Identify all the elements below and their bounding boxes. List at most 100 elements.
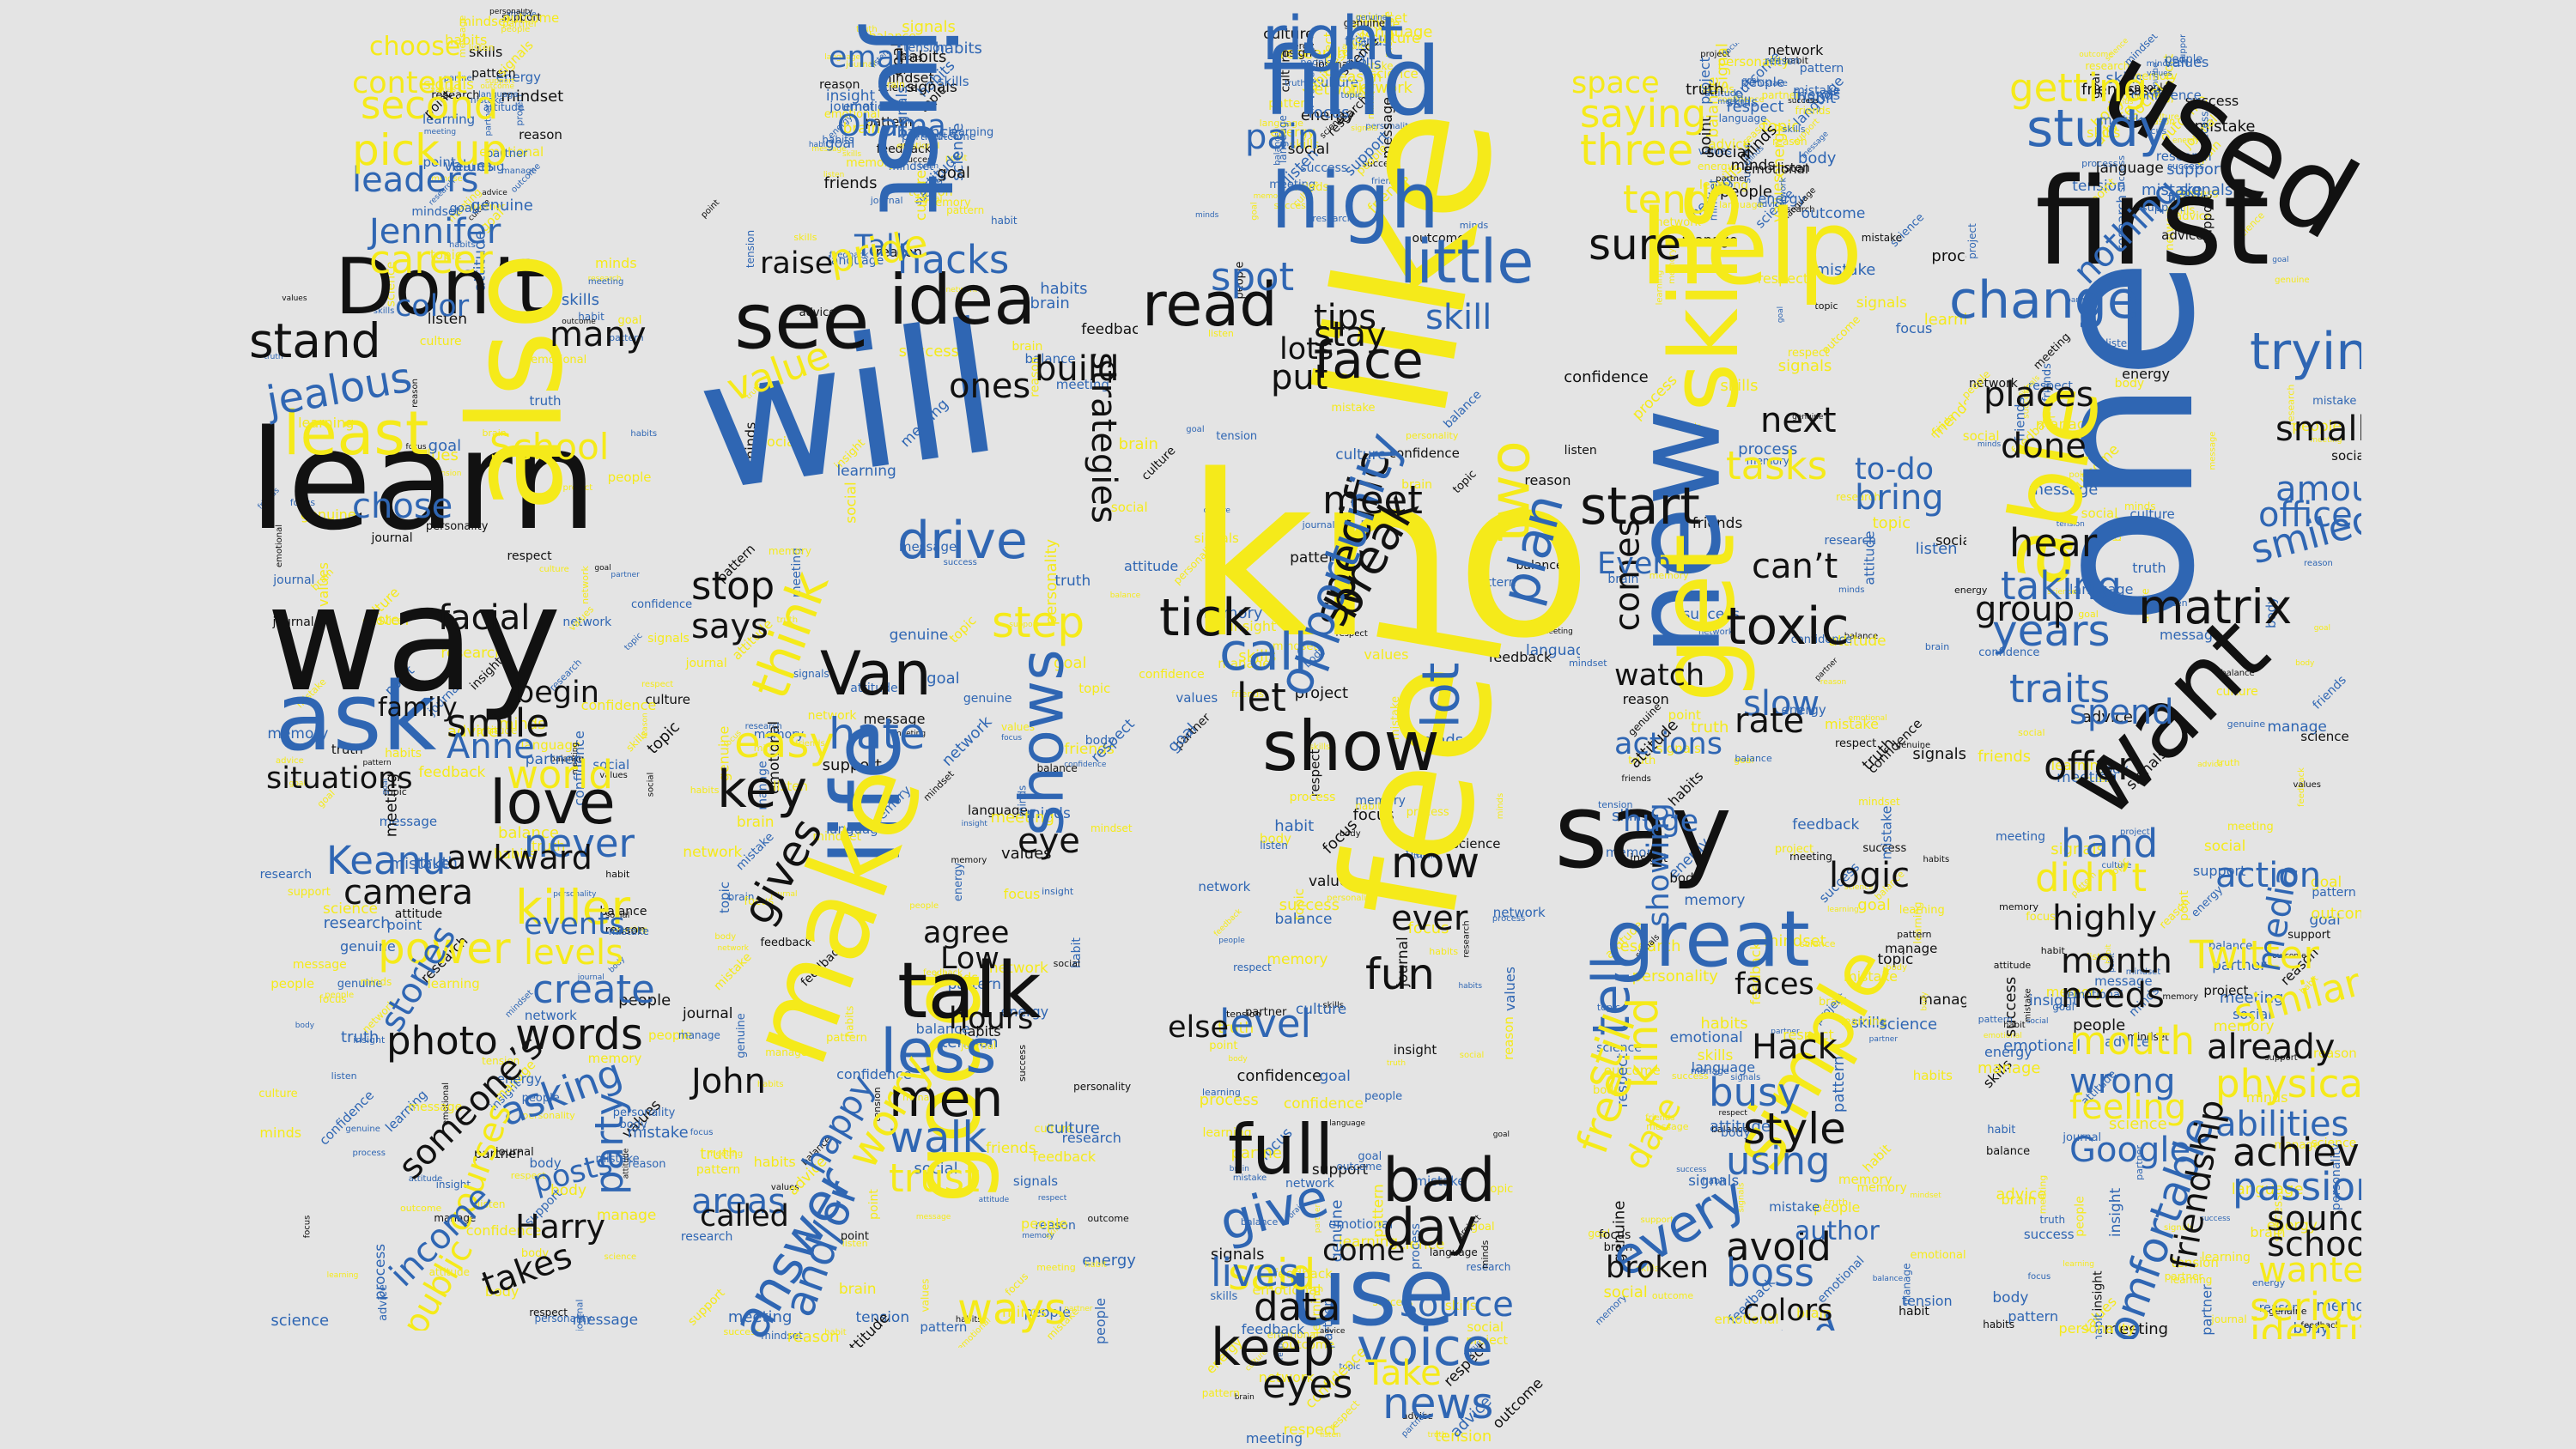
cloud-word: tips — [1314, 298, 1377, 337]
cloud-word: eye — [1018, 822, 1080, 861]
filler-word: meeting — [1789, 851, 1832, 864]
filler-word: pattern — [947, 975, 1002, 993]
cloud-word: situations — [266, 761, 413, 796]
filler-word: point — [386, 916, 422, 933]
filler-word: point — [422, 154, 456, 170]
filler-word: message — [2028, 481, 2099, 500]
filler-word: values — [1308, 873, 1357, 891]
filler-word: emotional — [896, 141, 940, 151]
filler-word: brain — [1030, 294, 1070, 312]
filler-word: goal — [594, 563, 611, 573]
filler-word: success — [723, 1325, 761, 1337]
filler-word: people — [325, 991, 355, 1001]
filler-word: journal — [1302, 518, 1335, 530]
filler-word: habit — [1274, 817, 1315, 836]
filler-word: skills — [841, 149, 862, 159]
filler-word: outcome — [1087, 1213, 1129, 1225]
filler-word: science — [270, 1312, 330, 1330]
filler-word: insight — [435, 1178, 471, 1191]
filler-word: journal — [770, 889, 798, 899]
filler-word: reason — [1820, 677, 1847, 687]
filler-word: energy — [1781, 702, 1826, 718]
filler-word: habits — [1040, 279, 1088, 298]
filler-word: attitude — [477, 724, 518, 737]
filler-word: science — [2300, 729, 2349, 745]
filler-word: brain — [1818, 995, 1848, 1009]
filler-word: skills — [937, 73, 969, 89]
filler-word: genuine — [1356, 14, 1388, 23]
filler-word: focus — [405, 442, 427, 452]
filler-word: habits — [1429, 946, 1459, 958]
filler-word: confidence — [1978, 646, 2040, 660]
filler-word: focus — [289, 496, 316, 508]
filler-word: feedback — [418, 763, 486, 781]
filler-word: people — [1719, 183, 1772, 202]
filler-word: body — [1228, 1054, 1248, 1064]
filler-word: science — [2108, 1115, 2167, 1134]
filler-word: memory — [1649, 569, 1689, 581]
filler-word: point — [840, 1230, 870, 1244]
filler-word: habit — [1355, 799, 1382, 812]
filler-word: balance — [1872, 1274, 1904, 1283]
filler-word: social — [2026, 1017, 2049, 1027]
filler-word: social — [1110, 499, 1148, 515]
filler-word: science — [2311, 1136, 2357, 1150]
filler-word: outcome — [400, 1202, 442, 1214]
filler-word: skills — [469, 43, 503, 60]
filler-word: people — [1024, 1303, 1071, 1320]
cloud-word: Anne — [447, 727, 535, 767]
filler-word: habits — [1700, 1014, 1748, 1033]
filler-word: energy — [496, 1071, 543, 1088]
filler-word: emotional — [1669, 1028, 1743, 1046]
filler-word: signals — [1012, 1173, 1059, 1189]
filler-word: meeting — [2227, 821, 2274, 834]
cloud-word: stay — [1314, 315, 1387, 355]
cloud-word: trust — [889, 1155, 980, 1201]
filler-word: advice — [1996, 1185, 2047, 1204]
filler-word: values — [430, 85, 456, 94]
filler-word: friends — [823, 174, 878, 193]
cloud-word: highly — [2052, 899, 2157, 938]
filler-word: journal — [2063, 1131, 2102, 1145]
cloud-word: saying — [1580, 91, 1707, 136]
cloud-word: find — [1262, 27, 1442, 136]
filler-word: friends — [1795, 104, 1831, 117]
filler-word: respect — [2027, 379, 2073, 393]
filler-word: goal — [1776, 306, 1785, 323]
filler-word: focus — [1308, 104, 1350, 123]
cloud-word: skill — [1425, 298, 1492, 337]
filler-word: values — [282, 294, 307, 304]
filler-word: outcome — [502, 9, 560, 26]
filler-word: respect — [641, 679, 674, 689]
filler-word: habit — [824, 1328, 847, 1338]
filler-word: success — [2200, 1215, 2231, 1223]
filler-word: pattern — [1978, 1013, 2014, 1025]
filler-word: focus — [1407, 919, 1449, 938]
filler-word: memory — [2045, 984, 2104, 1001]
filler-word: insight — [2107, 1187, 2125, 1237]
filler-word: outcome — [1801, 205, 1866, 223]
cloud-word: events — [524, 907, 625, 942]
filler-word: journal — [829, 98, 874, 114]
filler-word: confidence — [1388, 446, 1460, 462]
cloud-word: power — [378, 924, 511, 973]
filler-word: process — [1289, 791, 1336, 805]
cloud-word: tasks — [1726, 443, 1828, 488]
filler-word: meeting — [2057, 769, 2117, 787]
filler-word: pattern — [946, 203, 985, 216]
filler-word: science — [1879, 1015, 1938, 1034]
filler-word: minds — [1026, 805, 1071, 823]
filler-word: partner — [1716, 174, 1748, 185]
filler-word: brain — [1012, 340, 1043, 355]
cloud-word: meet — [1322, 477, 1423, 523]
filler-word: skills — [1345, 55, 1382, 73]
filler-word: signals — [422, 76, 475, 94]
filler-word: energy — [1281, 40, 1315, 52]
filler-word: social — [1935, 532, 1966, 549]
filler-word: respect — [1037, 1193, 1067, 1203]
filler-word: habits — [958, 1023, 1001, 1040]
cloud-word: done — [2001, 427, 2087, 466]
filler-word: habits — [896, 52, 923, 63]
filler-word: research — [1824, 533, 1877, 548]
filler-word: advice — [2175, 209, 2212, 223]
